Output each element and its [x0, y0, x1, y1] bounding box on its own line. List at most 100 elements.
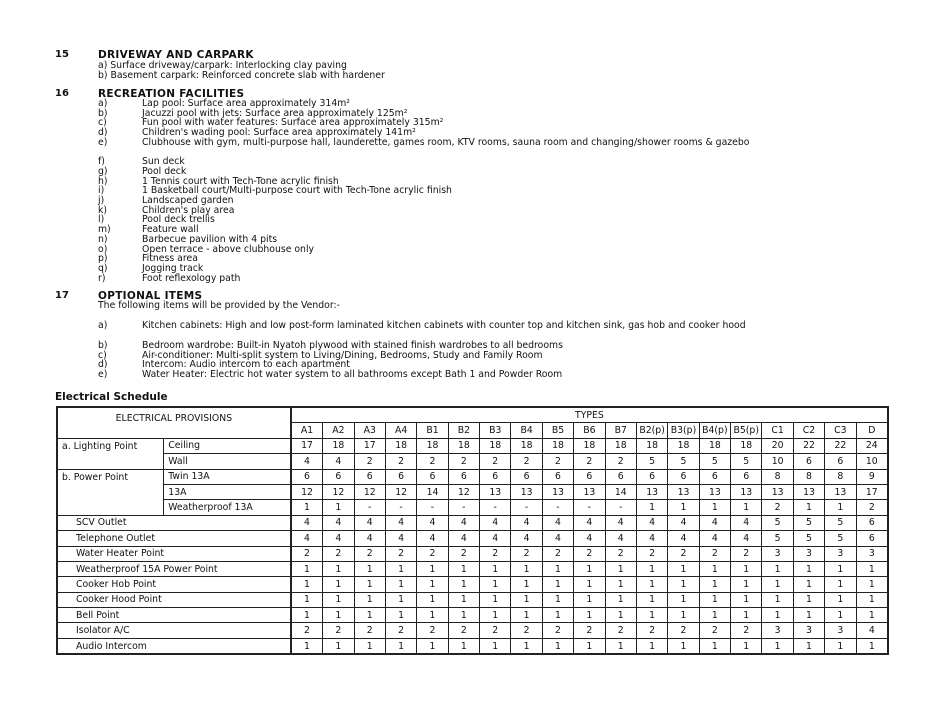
value-cell: -: [573, 499, 606, 516]
value-cell: 1: [824, 637, 857, 655]
value-cell: 1: [667, 560, 700, 578]
value-cell: 5: [635, 453, 669, 470]
item-text: Intercom: Audio intercom to each apartme…: [142, 359, 350, 371]
type-header-a2: A2: [322, 422, 355, 439]
value-cell: 1: [667, 607, 700, 624]
item-letter: e): [98, 136, 108, 148]
value-cell: 1: [479, 591, 512, 609]
item-letter: k): [98, 204, 108, 216]
value-cell: 1: [384, 637, 418, 655]
value-cell: 1: [353, 591, 386, 609]
value-cell: 2: [604, 545, 637, 562]
value-cell: 3: [792, 622, 826, 639]
type-header-b3p: B3(p): [667, 422, 700, 439]
value-cell: 1: [541, 576, 575, 593]
type-header-a3: A3: [353, 422, 386, 439]
list-item: r) Foot reflexology path: [98, 273, 890, 284]
value-cell: 18: [416, 437, 449, 455]
value-cell: 22: [824, 437, 857, 455]
value-cell: 1: [635, 637, 669, 655]
item-text: Pool deck trellis: [142, 214, 215, 226]
list-item: p) Fitness area: [98, 254, 890, 264]
list-item: b) Bedroom wardrobe: Built-in Nyatoh plyw…: [98, 341, 890, 351]
row-label: SCV Outlet: [56, 514, 292, 532]
value-cell: 1: [667, 637, 700, 655]
value-cell: 1: [510, 591, 543, 609]
value-cell: 6: [635, 468, 669, 485]
value-cell: 2: [322, 545, 355, 562]
section-heading: RECREATION FACILITIES: [98, 88, 245, 100]
value-cell: 10: [761, 453, 794, 470]
value-cell: 2: [416, 545, 449, 562]
type-header-b5: B5: [541, 422, 575, 439]
value-cell: 1: [792, 607, 826, 624]
value-cell: 1: [761, 607, 794, 624]
value-cell: 2: [416, 453, 449, 470]
value-cell: 2: [384, 545, 418, 562]
row-label: Bell Point: [56, 607, 292, 624]
type-header-b4p: B4(p): [698, 422, 732, 439]
value-cell: 13: [792, 483, 826, 501]
value-cell: 1: [792, 499, 826, 516]
value-cell: 1: [573, 607, 606, 624]
row-sub-label: 13A: [163, 483, 292, 501]
value-cell: 1: [416, 591, 449, 609]
value-cell: 1: [792, 560, 826, 578]
value-cell: 2: [322, 622, 355, 639]
list-item: a) Kitchen cabinets: High and low post-fo…: [98, 321, 890, 331]
value-cell: 4: [667, 530, 700, 547]
value-cell: 4: [635, 514, 669, 532]
value-cell: 6: [353, 468, 386, 485]
list-item: o) Open terrace - above clubhouse only: [98, 244, 890, 255]
item-letter: l): [98, 214, 105, 226]
row-sub-label: Weatherproof 13A: [163, 499, 292, 516]
value-cell: 1: [604, 607, 637, 624]
value-cell: 13: [761, 483, 794, 501]
value-cell: 6: [416, 468, 449, 485]
value-cell: 4: [322, 514, 355, 532]
row-sub-label: Ceiling: [163, 437, 292, 455]
value-cell: 3: [761, 622, 794, 639]
value-cell: 4: [353, 514, 386, 532]
list-item: e) Water Heater: Electric hot water syste…: [98, 370, 890, 380]
value-cell: 1: [855, 607, 889, 624]
value-cell: 6: [573, 468, 606, 485]
section-line: a) Surface driveway/carpark: Interlockin…: [98, 60, 347, 71]
value-cell: 5: [667, 453, 700, 470]
value-cell: 1: [447, 576, 481, 593]
value-cell: 17: [353, 437, 386, 455]
value-cell: 1: [698, 576, 732, 593]
value-cell: 1: [479, 560, 512, 578]
value-cell: 1: [730, 607, 763, 624]
value-cell: 1: [573, 560, 606, 578]
value-cell: 18: [573, 437, 606, 455]
table-row: Weatherproof 13A 1 1- - - - - - - - -1 1 1 1 2 1 1 2: [57, 499, 889, 516]
list-item: d) Children's wading pool: Surface area a…: [98, 128, 890, 138]
list-item: n) Barbecue pavilion with 4 pits: [98, 235, 890, 245]
value-cell: 4: [384, 514, 418, 532]
value-cell: 13: [824, 483, 857, 501]
value-cell: 13: [510, 483, 543, 501]
value-cell: 1: [290, 499, 324, 516]
value-cell: 1: [510, 576, 543, 593]
list-item: c) Air-conditioner: Multi-split system to…: [98, 350, 890, 361]
value-cell: 24: [855, 437, 889, 455]
value-cell: 4: [322, 530, 355, 547]
value-cell: 1: [353, 560, 386, 578]
value-cell: 1: [698, 499, 732, 516]
value-cell: 5: [761, 514, 794, 532]
value-cell: 6: [510, 468, 543, 485]
value-cell: 2: [573, 622, 606, 639]
value-cell: 1: [635, 591, 669, 609]
value-cell: 4: [730, 530, 763, 547]
type-header-c3: C3: [824, 422, 857, 439]
item-text: Landscaped garden: [142, 195, 234, 206]
value-cell: 2: [604, 622, 637, 639]
value-cell: -: [604, 499, 637, 516]
value-cell: 1: [322, 560, 355, 578]
item-letter: c): [98, 117, 107, 129]
value-cell: 4: [573, 530, 606, 547]
value-cell: 1: [855, 591, 889, 609]
value-cell: 2: [479, 545, 512, 562]
value-cell: 5: [792, 530, 826, 547]
